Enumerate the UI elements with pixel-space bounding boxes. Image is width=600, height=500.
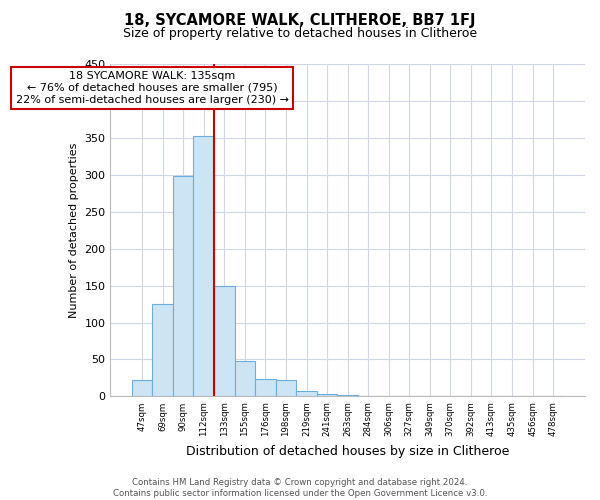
X-axis label: Distribution of detached houses by size in Clitheroe: Distribution of detached houses by size … [186,444,509,458]
Bar [317,394,337,396]
Bar [173,176,193,396]
Bar [193,136,214,396]
Bar [337,395,358,396]
Y-axis label: Number of detached properties: Number of detached properties [68,142,79,318]
Bar [235,361,255,396]
Text: 18 SYCAMORE WALK: 135sqm
← 76% of detached houses are smaller (795)
22% of semi-: 18 SYCAMORE WALK: 135sqm ← 76% of detach… [16,72,289,104]
Bar [132,380,152,396]
Bar [255,378,275,396]
Bar [152,304,173,396]
Text: Contains HM Land Registry data © Crown copyright and database right 2024.
Contai: Contains HM Land Registry data © Crown c… [113,478,487,498]
Text: Size of property relative to detached houses in Clitheroe: Size of property relative to detached ho… [123,28,477,40]
Bar [275,380,296,396]
Text: 18, SYCAMORE WALK, CLITHEROE, BB7 1FJ: 18, SYCAMORE WALK, CLITHEROE, BB7 1FJ [124,12,476,28]
Bar [214,286,235,397]
Bar [296,390,317,396]
